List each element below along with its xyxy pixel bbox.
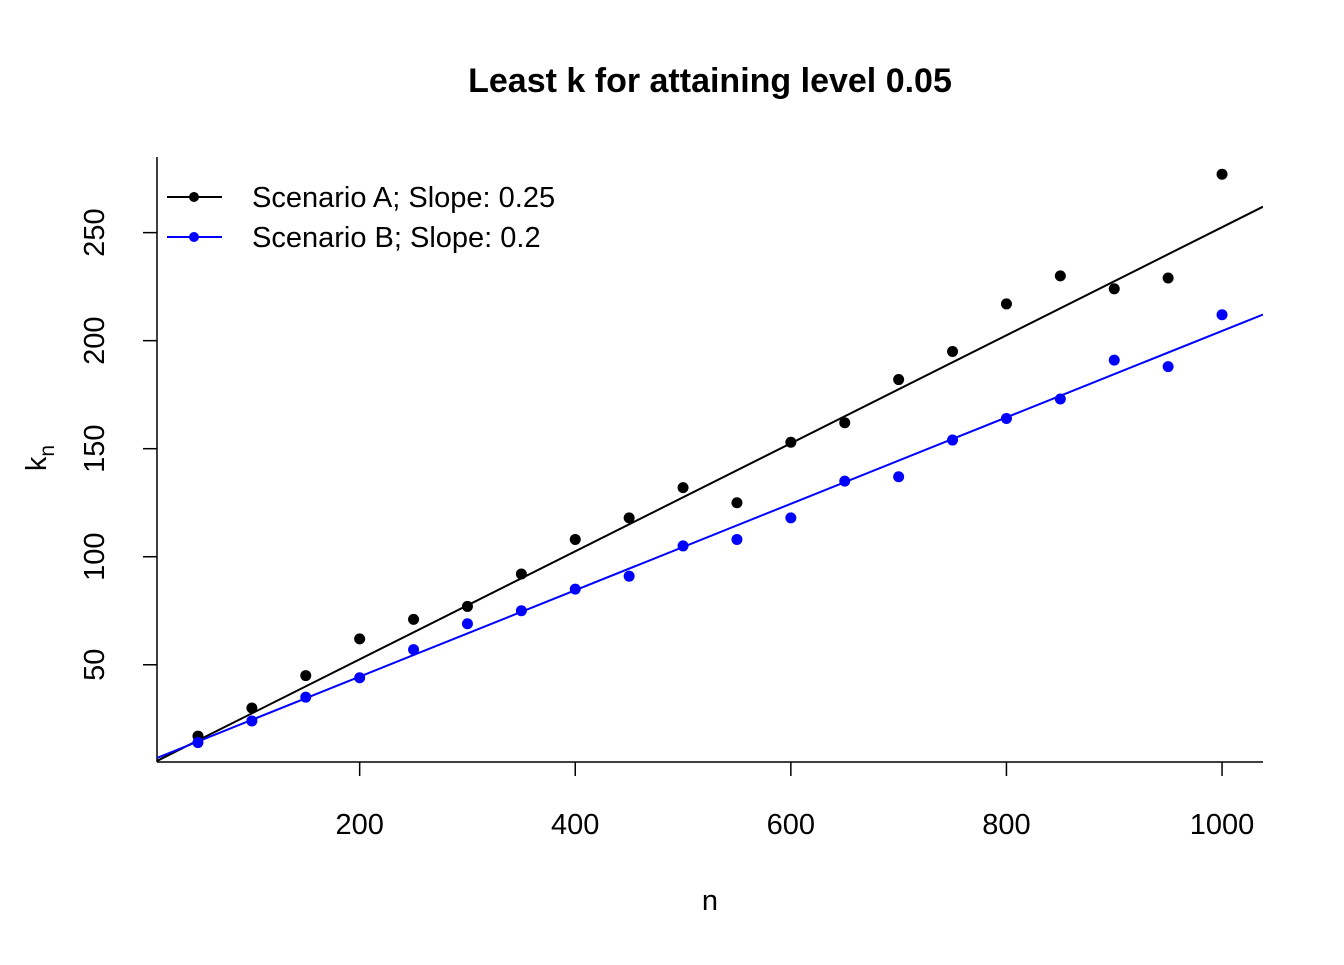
data-point-series-2 bbox=[947, 434, 959, 446]
axes: 200 400 600 800 1000 50 100 150 200 250 bbox=[79, 157, 1263, 841]
y-axis-label-subscript: n bbox=[36, 445, 59, 457]
data-point-series-1 bbox=[1054, 270, 1066, 282]
data-point-series-2 bbox=[300, 691, 312, 703]
x-tick-label: 200 bbox=[335, 809, 383, 841]
data-point-series-1 bbox=[839, 417, 851, 429]
data-point-series-1 bbox=[515, 568, 527, 580]
data-point-series-2 bbox=[677, 540, 689, 552]
x-tick-label: 600 bbox=[767, 809, 815, 841]
data-point-series-1 bbox=[893, 374, 905, 386]
data-point-series-1 bbox=[731, 497, 743, 509]
data-point-series-2 bbox=[515, 605, 527, 617]
y-axis-label: kn bbox=[21, 445, 59, 471]
data-point-series-1 bbox=[785, 436, 797, 448]
legend-marker-series-1 bbox=[189, 192, 199, 202]
data-point-series-2 bbox=[1216, 309, 1228, 321]
legend-label-series-2: Scenario B; Slope: 0.2 bbox=[252, 222, 541, 254]
data-point-series-1 bbox=[246, 702, 258, 714]
data-point-series-2 bbox=[408, 644, 420, 656]
data-point-series-1 bbox=[408, 613, 420, 625]
data-point-series-2 bbox=[623, 570, 635, 582]
data-point-series-2 bbox=[785, 512, 797, 524]
data-point-series-1 bbox=[947, 345, 959, 357]
x-tick-label: 400 bbox=[551, 809, 599, 841]
data-point-series-2 bbox=[1000, 412, 1012, 424]
data-point-series-1 bbox=[1108, 283, 1120, 295]
legend: Scenario A; Slope: 0.25 Scenario B; Slope… bbox=[167, 182, 555, 254]
fit-line-series-2 bbox=[157, 313, 1263, 759]
data-point-series-1 bbox=[677, 482, 689, 494]
data-point-series-1 bbox=[623, 512, 635, 524]
data-point-series-2 bbox=[731, 533, 743, 545]
data-point-series-2 bbox=[839, 475, 851, 487]
data-point-series-1 bbox=[1162, 272, 1174, 284]
y-tick-label: 100 bbox=[79, 533, 111, 581]
y-tick-label: 250 bbox=[79, 208, 111, 256]
data-point-series-2 bbox=[569, 583, 581, 595]
x-tick-label: 800 bbox=[982, 809, 1030, 841]
fit-line-series-1 bbox=[157, 205, 1263, 762]
fit-lines bbox=[157, 205, 1263, 762]
y-tick-label: 200 bbox=[79, 316, 111, 364]
data-point-series-2 bbox=[1054, 393, 1066, 405]
data-point-series-1 bbox=[569, 533, 581, 545]
data-point-series-1 bbox=[1216, 168, 1228, 180]
data-point-series-2 bbox=[1108, 354, 1120, 366]
data-point-series-1 bbox=[300, 670, 312, 682]
y-axis-label-main: k bbox=[21, 456, 53, 471]
y-tick-label: 150 bbox=[79, 425, 111, 473]
data-point-series-1 bbox=[354, 633, 366, 645]
chart-title: Least k for attaining level 0.05 bbox=[468, 62, 952, 100]
x-tick-label: 1000 bbox=[1190, 809, 1255, 841]
data-point-series-2 bbox=[1162, 361, 1174, 373]
y-tick-label: 50 bbox=[79, 649, 111, 681]
legend-marker-series-2 bbox=[189, 232, 199, 242]
data-point-series-2 bbox=[246, 715, 258, 727]
data-point-series-2 bbox=[461, 618, 473, 630]
data-point-series-2 bbox=[354, 672, 366, 684]
data-point-series-1 bbox=[1000, 298, 1012, 310]
data-point-series-1 bbox=[461, 600, 473, 612]
legend-label-series-1: Scenario A; Slope: 0.25 bbox=[252, 182, 555, 214]
x-axis-label: n bbox=[702, 885, 718, 917]
data-points bbox=[192, 168, 1228, 749]
data-point-series-2 bbox=[893, 471, 905, 483]
data-point-series-2 bbox=[192, 737, 204, 749]
